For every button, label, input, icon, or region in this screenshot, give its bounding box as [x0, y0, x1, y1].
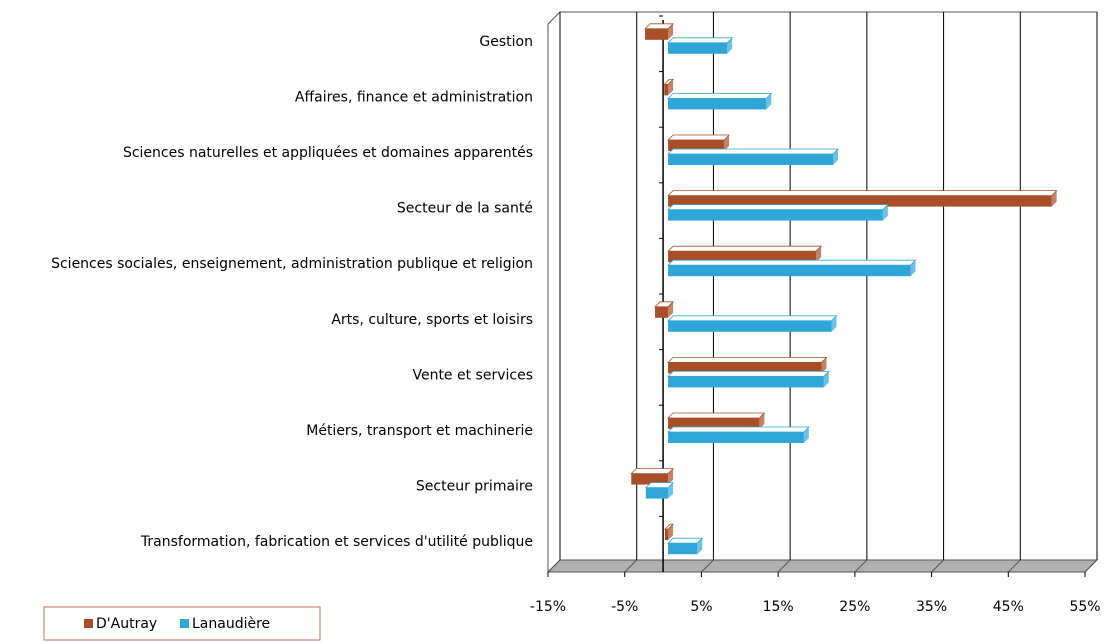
bar-top — [667, 412, 766, 419]
bar-top — [667, 93, 773, 99]
bar-side — [831, 315, 837, 332]
floor-line — [931, 559, 944, 573]
bar — [668, 195, 1052, 207]
floor-line — [1084, 559, 1098, 573]
bar-side — [823, 371, 829, 388]
bar — [645, 28, 669, 40]
x-tick-label: 55% — [1069, 599, 1100, 615]
legend-label: Lanaudière — [192, 616, 270, 632]
side-wall — [547, 11, 561, 25]
bar-top — [667, 245, 823, 252]
y-tick-label: Métiers, transport et machinerie — [306, 423, 533, 439]
bar-side — [1051, 190, 1057, 207]
x-tick-label: 15% — [763, 599, 794, 615]
bar — [668, 140, 725, 151]
bar — [668, 265, 911, 277]
floor-line — [701, 559, 714, 573]
bar-top — [667, 370, 830, 377]
legend-swatch — [180, 619, 189, 628]
bar — [645, 487, 669, 499]
bar — [668, 251, 817, 263]
bar — [668, 42, 728, 54]
bar-side — [727, 37, 733, 54]
bar-top — [667, 190, 1058, 197]
y-tick-label: Secteur de la santé — [397, 201, 533, 217]
bar-side — [833, 149, 839, 165]
y-tick-label: Arts, culture, sports et loisirs — [331, 312, 533, 328]
bar-side — [816, 246, 822, 263]
legend-label: D'Autray — [96, 616, 157, 632]
bar-top — [667, 134, 731, 141]
bar — [665, 529, 669, 541]
bar-top — [667, 148, 839, 155]
bar — [668, 543, 698, 555]
bar — [668, 209, 883, 221]
y-tick-label: Vente et services — [412, 367, 533, 383]
bar — [668, 376, 824, 388]
bar-side — [668, 79, 674, 96]
y-tick-label: Sciences sociales, enseignement, adminis… — [51, 256, 533, 272]
x-tick-label: 5% — [690, 599, 712, 615]
bar — [668, 98, 767, 110]
bar-side — [668, 301, 674, 318]
bar-side — [766, 93, 772, 110]
bar-side — [668, 468, 674, 485]
y-tick-label: Affaires, finance et administration — [295, 89, 533, 105]
bar — [668, 320, 832, 332]
bar-top — [667, 259, 917, 266]
bar-side — [668, 482, 674, 499]
legend-swatch — [84, 619, 93, 628]
bar-side — [882, 204, 888, 221]
y-tick-label: Transformation, fabrication et services … — [140, 534, 533, 550]
bar-side — [821, 357, 827, 374]
bar-side — [724, 135, 730, 151]
bar-side — [910, 260, 916, 277]
x-tick-label: 35% — [916, 599, 947, 615]
floor-line — [1007, 559, 1021, 573]
bar-top — [667, 204, 889, 211]
bar-top — [667, 356, 828, 363]
bar — [655, 306, 669, 318]
bar-top — [667, 537, 704, 544]
y-tick-label: Sciences naturelles et appliquées et dom… — [123, 145, 533, 161]
bar-top — [630, 468, 675, 475]
bar-side — [668, 23, 674, 40]
bar — [668, 418, 760, 429]
bar-top — [667, 315, 838, 322]
x-tick-label: -5% — [611, 599, 638, 615]
bar — [668, 362, 822, 374]
x-tick-label: 45% — [993, 599, 1024, 615]
floor-line — [547, 559, 561, 573]
bar-top — [667, 426, 810, 433]
bar — [668, 154, 834, 165]
bar-side — [697, 538, 703, 555]
floor-line — [777, 559, 791, 573]
bar — [664, 84, 669, 96]
bar — [668, 432, 804, 443]
bar — [631, 473, 669, 485]
floor-line — [854, 559, 868, 573]
y-tick-label: Secteur primaire — [416, 479, 533, 495]
bar-top — [667, 37, 734, 44]
bar-side — [759, 413, 765, 429]
bar-side — [803, 427, 809, 443]
x-tick-label: -15% — [530, 599, 566, 615]
x-tick-label: 25% — [839, 599, 870, 615]
bar-side — [668, 524, 674, 541]
floor-line — [624, 559, 638, 573]
y-tick-label: Gestion — [479, 34, 533, 50]
